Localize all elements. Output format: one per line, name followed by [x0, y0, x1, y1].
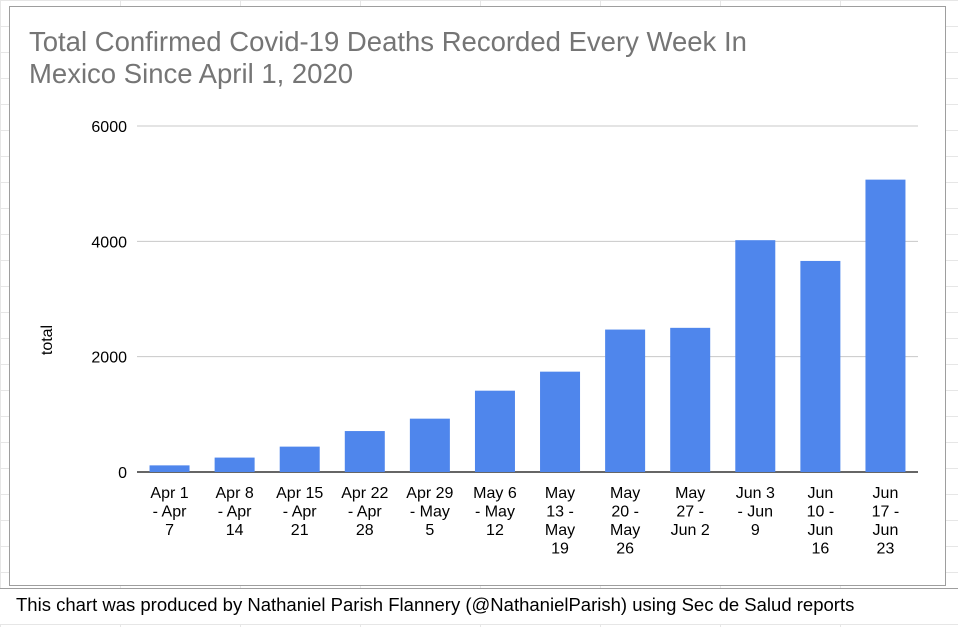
gridlines — [137, 125, 918, 473]
x-tick-label: May 27 -Jun 2 — [671, 485, 710, 539]
bar[interactable] — [605, 329, 646, 472]
chart-container[interactable] — [9, 6, 946, 586]
bar[interactable] — [279, 446, 320, 472]
x-tick-label: May 6- May 12 — [473, 485, 517, 539]
y-tick-label: 4000 — [91, 234, 127, 251]
x-tick-label: May 20 -May 26 — [610, 485, 640, 558]
bar[interactable] — [214, 457, 255, 472]
x-tick-label: Jun 10 -Jun 16 — [807, 485, 835, 558]
chart-title-line-1: Total Confirmed Covid-19 Deaths Recorded… — [29, 26, 747, 57]
caption-text: This chart was produced by Nathaniel Par… — [16, 594, 855, 615]
x-tick-label: Jun 17 -Jun 23 — [872, 485, 900, 558]
y-tick-label: 6000 — [91, 119, 127, 136]
bars — [149, 179, 906, 472]
x-tick-label: Apr 22- Apr 28 — [341, 485, 388, 539]
bar[interactable] — [540, 371, 581, 472]
caption-bar: This chart was produced by Nathaniel Par… — [0, 588, 958, 624]
bar[interactable] — [149, 465, 190, 472]
x-tick-label: Apr 29- May 5 — [406, 485, 453, 539]
x-tick-label: Jun 3- Jun 9 — [736, 485, 775, 539]
x-axis-ticks: Apr 1- Apr 7 Apr 8- Apr 14 Apr 15- Apr 21 Apr … — [150, 485, 899, 558]
bar[interactable] — [344, 431, 385, 472]
y-tick-label: 2000 — [91, 350, 127, 367]
x-tick-label: May 13 -May 19 — [545, 485, 575, 558]
bar[interactable] — [409, 418, 450, 472]
y-tick-label: 0 — [118, 465, 127, 482]
bar[interactable] — [800, 260, 841, 472]
bar[interactable] — [474, 390, 515, 472]
bar[interactable] — [735, 240, 776, 472]
x-tick-label: Apr 15- Apr 21 — [276, 485, 323, 539]
bar[interactable] — [865, 179, 906, 472]
y-axis-label: total — [39, 325, 56, 355]
y-axis-ticks: 0 2000 4000 6000 — [91, 119, 127, 482]
chart-title-line-2: Mexico Since April 1, 2020 — [29, 58, 354, 89]
x-tick-label: Apr 8- Apr 14 — [216, 485, 254, 539]
chart-title: Total Confirmed Covid-19 Deaths Recorded… — [29, 26, 909, 90]
bar[interactable] — [670, 327, 711, 472]
x-tick-label: Apr 1- Apr 7 — [150, 485, 188, 539]
